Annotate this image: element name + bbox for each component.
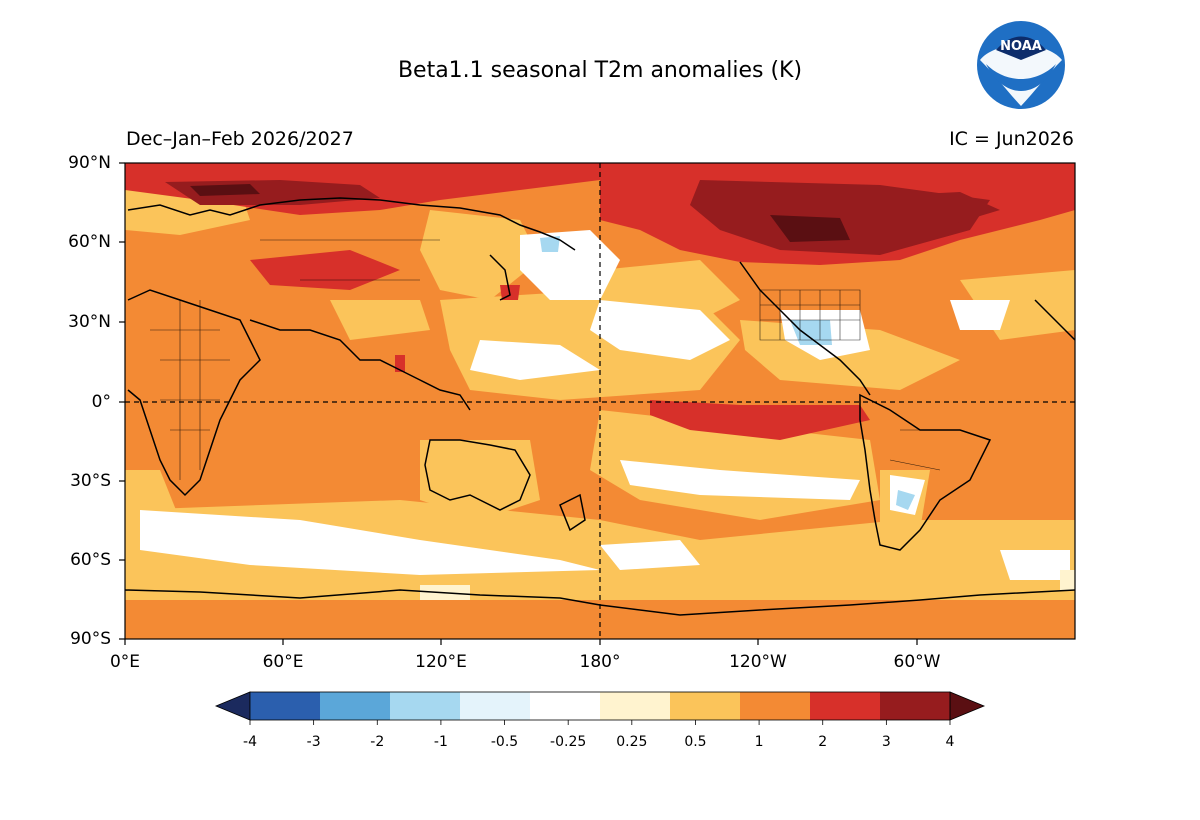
colorbar-box bbox=[880, 692, 950, 720]
colorbar-box bbox=[670, 692, 740, 720]
colorbar-tick-label: -3 bbox=[306, 734, 321, 750]
colorbar-tick-label: -0.5 bbox=[490, 734, 519, 750]
colorbar-tick-label: -0.25 bbox=[550, 734, 587, 750]
colorbar-max-extension bbox=[949, 691, 986, 721]
svg-text:NOAA: NOAA bbox=[1000, 39, 1042, 54]
season-label: Dec–Jan–Feb 2026/2027 bbox=[126, 128, 354, 150]
axis-tick-marks bbox=[119, 162, 918, 645]
colorbar-box bbox=[600, 692, 670, 720]
light-blue-regions bbox=[540, 236, 915, 510]
y-tick-label: 90°N bbox=[68, 153, 111, 173]
colorbar-tick-label: 4 bbox=[945, 734, 955, 750]
colorbar-box bbox=[250, 692, 320, 720]
noaa-logo: NOAA bbox=[977, 21, 1065, 109]
country-borders bbox=[150, 239, 960, 480]
colorbar-box bbox=[740, 692, 810, 720]
darkest-red-regions bbox=[190, 184, 850, 242]
colorbar-box bbox=[530, 692, 600, 720]
y-tick-label: 30°N bbox=[68, 312, 111, 332]
colorbar-tick-label: 3 bbox=[881, 734, 891, 750]
colorbar-tick-label: -4 bbox=[243, 734, 257, 750]
x-tick-label: 120°E bbox=[415, 652, 467, 672]
colorbar-box bbox=[460, 692, 530, 720]
colorbar-tick-label: 1 bbox=[754, 734, 764, 750]
dark-red-regions bbox=[165, 180, 1000, 255]
x-tick-label: 180° bbox=[579, 652, 621, 672]
neutral-regions bbox=[140, 230, 1070, 580]
colorbar-box bbox=[320, 692, 390, 720]
y-tick-label: 60°S bbox=[70, 550, 111, 570]
colorbar-box bbox=[390, 692, 460, 720]
chart-title: Beta1.1 seasonal T2m anomalies (K) bbox=[397, 58, 803, 83]
x-tick-label: 60°W bbox=[893, 652, 941, 672]
colorbar bbox=[214, 691, 986, 725]
colorbar-box bbox=[810, 692, 880, 720]
y-tick-label: 30°S bbox=[70, 471, 111, 491]
y-tick-label: 90°S bbox=[70, 629, 111, 649]
colorbar-min-extension bbox=[214, 691, 251, 721]
colorbar-tick-label: -2 bbox=[370, 734, 385, 750]
colorbar-frame bbox=[249, 691, 951, 721]
colorbar-tick-label: 0.5 bbox=[684, 734, 707, 750]
initial-condition-label: IC = Jun2026 bbox=[949, 128, 1074, 150]
y-tick-label: 0° bbox=[91, 392, 111, 412]
x-tick-label: 0°E bbox=[109, 652, 141, 672]
colorbar-tick-label: 0.25 bbox=[616, 734, 648, 750]
colorbar-tick-label: 2 bbox=[818, 734, 828, 750]
x-tick-label: 60°E bbox=[262, 652, 304, 672]
y-tick-label: 60°N bbox=[68, 232, 111, 252]
x-tick-label: 120°W bbox=[729, 652, 787, 672]
colorbar-tick-label: -1 bbox=[433, 734, 448, 750]
